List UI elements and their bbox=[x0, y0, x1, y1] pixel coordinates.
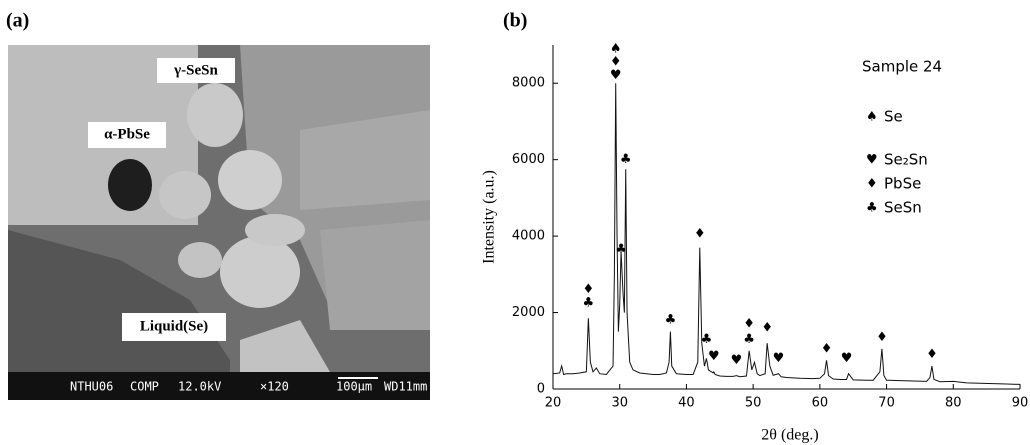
x-tick-label: 30 bbox=[611, 396, 628, 411]
sem-image bbox=[8, 45, 430, 400]
peak-marker: ♥ bbox=[610, 68, 622, 83]
scale-bar-text: ×120 bbox=[260, 380, 289, 394]
y-tick-label: 4000 bbox=[512, 229, 545, 244]
peak-marker: ♦ bbox=[694, 227, 706, 242]
peak-marker: ♦ bbox=[876, 330, 888, 345]
peak-marker: ♣ bbox=[665, 313, 677, 328]
peak-marker: ♣ bbox=[620, 152, 632, 167]
legend-symbol: ♦ bbox=[866, 177, 878, 192]
legend-label: Se bbox=[884, 108, 903, 126]
phase-label: γ-SeSn bbox=[173, 62, 218, 78]
peak-marker: ♦ bbox=[821, 341, 833, 356]
scale-bar-text: NTHU06 bbox=[70, 380, 113, 394]
panel-label: (b) bbox=[503, 10, 527, 32]
legend-symbol: ♥ bbox=[866, 153, 878, 168]
legend-title: Sample 24 bbox=[862, 58, 942, 76]
annotation-box bbox=[88, 122, 166, 148]
peak-marker: ♦ bbox=[610, 55, 622, 70]
peak-marker: ♣ bbox=[743, 332, 755, 347]
x-tick-label: 20 bbox=[545, 396, 562, 411]
peak-marker: ♥ bbox=[841, 351, 853, 366]
x-tick-label: 50 bbox=[745, 396, 762, 411]
legend-label: Se₂Sn bbox=[884, 151, 928, 169]
annotation-box bbox=[157, 58, 235, 83]
scale-bar-text: 12.0kV bbox=[178, 380, 221, 394]
peak-marker: ♦ bbox=[743, 317, 755, 332]
x-tick-label: 40 bbox=[678, 396, 695, 411]
x-axis-label: 2θ (deg.) bbox=[761, 427, 818, 444]
scale-bar-text: 100μm bbox=[336, 380, 372, 394]
peak-marker: ♣ bbox=[583, 296, 595, 311]
scale-bar-text: WD11mm bbox=[384, 380, 427, 394]
x-tick-label: 90 bbox=[1012, 396, 1029, 411]
peak-marker: ♦ bbox=[926, 347, 938, 362]
y-axis-label: Intensity (a.u.) bbox=[481, 170, 498, 264]
y-tick-label: 2000 bbox=[512, 305, 545, 320]
x-tick-label: 60 bbox=[812, 396, 829, 411]
y-tick-label: 0 bbox=[537, 382, 545, 397]
peak-marker: ♥ bbox=[731, 353, 743, 368]
annotation-box bbox=[122, 313, 226, 341]
legend-symbol: ♠ bbox=[866, 110, 878, 125]
xrd-pattern bbox=[552, 83, 1021, 385]
peak-marker: ♣ bbox=[701, 332, 713, 347]
legend-label: PbSe bbox=[884, 175, 921, 193]
peak-marker: ♣ bbox=[615, 242, 627, 257]
scale-bar-text: COMP bbox=[130, 380, 159, 394]
legend-label: SeSn bbox=[884, 199, 922, 217]
phase-label: α-PbSe bbox=[104, 126, 150, 142]
legend-symbol: ♣ bbox=[866, 201, 878, 216]
peak-marker: ♠ bbox=[610, 41, 622, 56]
x-tick-label: 70 bbox=[878, 396, 895, 411]
phase-label: Liquid(Se) bbox=[140, 318, 208, 334]
y-tick-label: 8000 bbox=[512, 76, 545, 91]
peak-marker: ♥ bbox=[708, 349, 720, 364]
y-tick-label: 6000 bbox=[512, 152, 545, 167]
peak-marker: ♥ bbox=[773, 351, 785, 366]
x-tick-label: 80 bbox=[945, 396, 962, 411]
panel-label: (a) bbox=[6, 10, 29, 32]
scale-bar-text: NTHU06 COMP 12.0kV ×120 100μm WD11mm bbox=[70, 380, 427, 394]
peak-marker: ♦ bbox=[583, 282, 595, 297]
peak-marker: ♦ bbox=[761, 320, 773, 335]
